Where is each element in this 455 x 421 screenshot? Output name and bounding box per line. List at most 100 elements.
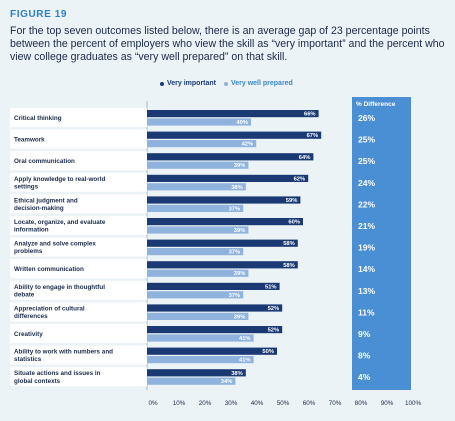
bar-very-well-prepared	[147, 377, 236, 385]
bar-very-well-prepared	[147, 183, 246, 191]
figure-label: FIGURE 19	[10, 9, 68, 20]
category-label: Creativity	[14, 331, 43, 338]
value-label-very-well-prepared: 37%	[229, 250, 241, 256]
category-label: Oral communication	[14, 158, 75, 165]
bar-very-important	[147, 153, 314, 161]
x-tick-label: 70%	[329, 400, 342, 407]
bar-very-well-prepared	[147, 118, 251, 126]
value-label-very-well-prepared: 42%	[242, 142, 254, 148]
bar-very-important	[147, 110, 319, 118]
category-label: Ability to engage in thoughtful debate	[14, 284, 105, 299]
category-label: Critical thinking	[14, 115, 62, 122]
bar-very-well-prepared	[147, 161, 249, 169]
difference-value: 26%	[358, 113, 375, 123]
bar-very-important	[147, 369, 246, 377]
x-tick-label: 60%	[303, 400, 316, 407]
category-label-bg	[10, 172, 147, 192]
bar-very-important	[147, 239, 298, 247]
difference-value: 25%	[358, 156, 375, 166]
value-label-very-important: 67%	[307, 133, 319, 139]
category-label-line: Ethical judgment and	[14, 197, 78, 204]
category-label-line: settings	[14, 183, 39, 190]
bar-very-well-prepared	[147, 269, 249, 277]
difference-value: 14%	[358, 264, 375, 274]
value-label-very-important: 58%	[283, 263, 295, 269]
x-tick-label: 80%	[355, 400, 368, 407]
legend-item-very-important: Very important	[160, 80, 216, 87]
value-label-very-well-prepared: 34%	[221, 379, 233, 385]
category-label-line: Ability to work with numbers and	[14, 349, 113, 356]
legend-label: Very important	[167, 80, 217, 87]
value-label-very-well-prepared: 41%	[239, 358, 251, 364]
category-label-line: Ability to engage in thoughtful	[14, 284, 105, 291]
category-label-line: Apply knowledge to real-world	[14, 176, 105, 183]
bar-very-important	[147, 347, 277, 355]
x-tick-label: 90%	[381, 400, 394, 407]
bar-very-well-prepared	[147, 291, 244, 299]
bar-very-important	[147, 131, 322, 139]
category-label: Ethical judgment and decision-making	[14, 197, 78, 212]
bar-very-important	[147, 282, 280, 290]
value-label-very-important: 59%	[286, 198, 298, 204]
bar-very-well-prepared	[147, 226, 249, 234]
value-label-very-well-prepared: 38%	[231, 185, 243, 191]
category-label-line: decision-making	[14, 205, 64, 212]
value-label-very-important: 51%	[265, 284, 277, 290]
category-label-bg	[10, 194, 147, 214]
category-label-line: Creativity	[14, 331, 43, 338]
x-tick-label: 30%	[225, 400, 238, 407]
value-label-very-well-prepared: 41%	[239, 336, 251, 342]
legend-item-very-well-prepared: Very well prepared	[223, 80, 293, 87]
category-label-line: Oral communication	[14, 158, 75, 165]
legend: Very important Very well prepared	[160, 80, 299, 88]
value-label-very-important: 58%	[283, 241, 295, 247]
category-label: Ability to work with numbers and statisti…	[14, 349, 113, 364]
category-label-line: Critical thinking	[14, 115, 62, 122]
category-label-line: Appreciation of cultural	[14, 305, 85, 312]
category-label: Locate, organize, and evaluate informatio…	[14, 219, 106, 234]
value-label-very-important: 64%	[299, 155, 311, 161]
value-label-very-well-prepared: 37%	[229, 206, 241, 212]
value-label-very-important: 60%	[288, 220, 300, 226]
bar-very-important	[147, 174, 309, 182]
value-label-very-well-prepared: 39%	[234, 271, 246, 277]
category-label-bg	[10, 237, 147, 257]
difference-value: 22%	[358, 199, 375, 209]
category-label-line: Situate actions and issues in	[14, 370, 101, 377]
category-label: Apply knowledge to real-world settings	[14, 176, 105, 191]
category-label-bg	[10, 302, 147, 322]
difference-value: 11%	[358, 307, 375, 317]
category-label: Appreciation of cultural differences	[14, 305, 85, 320]
value-label-very-important: 52%	[268, 306, 280, 312]
x-tick-label: 20%	[199, 400, 212, 407]
value-label-very-well-prepared: 39%	[234, 314, 246, 320]
legend-label: Very well prepared	[230, 80, 293, 87]
x-tick-label: 10%	[173, 400, 186, 407]
value-label-very-well-prepared: 37%	[229, 293, 241, 299]
value-label-very-important: 66%	[304, 112, 316, 118]
value-label-very-important: 62%	[294, 176, 306, 182]
value-label-very-important: 50%	[262, 349, 274, 355]
value-label-very-important: 52%	[268, 328, 280, 334]
category-label-bg	[10, 108, 147, 127]
x-tick-label: 0%	[148, 400, 158, 407]
difference-value: 24%	[358, 178, 375, 188]
category-label: Teamwork	[14, 137, 45, 144]
category-label: Analyze and solve complex problems	[14, 241, 96, 256]
difference-panel	[352, 97, 411, 390]
category-label-bg	[10, 216, 147, 235]
category-label-bg	[10, 367, 147, 387]
bar-very-important	[147, 326, 283, 334]
category-label-bg	[10, 259, 147, 279]
category-label-bg	[10, 345, 147, 365]
category-label-bg	[10, 129, 147, 149]
intro-text: For the top seven outcomes listed below,…	[10, 25, 445, 63]
difference-header: % Difference	[356, 101, 396, 108]
bar-very-well-prepared	[147, 312, 249, 320]
difference-value: 9%	[358, 329, 371, 339]
value-label-very-important: 38%	[231, 371, 243, 377]
bar-very-well-prepared	[147, 140, 257, 148]
difference-value: 4%	[358, 372, 371, 382]
category-label-line: debate	[14, 291, 35, 298]
